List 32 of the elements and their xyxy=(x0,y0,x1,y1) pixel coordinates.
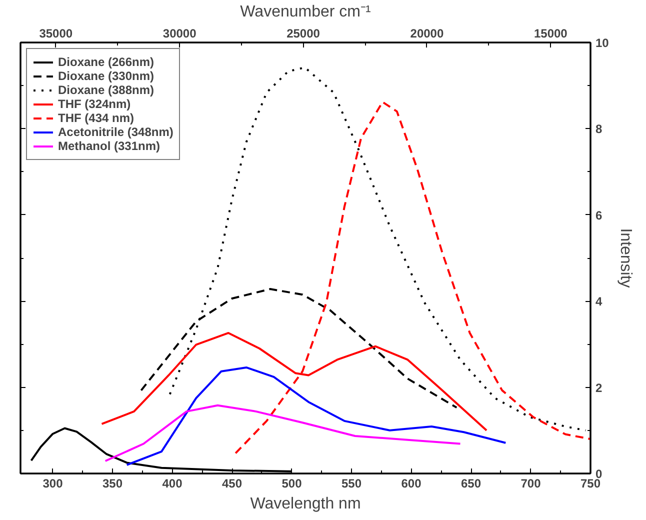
legend-label: Dioxane (330nm) xyxy=(58,69,154,83)
y-axis-title: Intensity xyxy=(616,228,634,288)
x2-tick-label: 35000 xyxy=(39,26,73,40)
legend-label: THF (324nm) xyxy=(58,97,131,111)
x-axis-title: Wavelength nm xyxy=(250,496,361,512)
x-tick-label: 550 xyxy=(341,476,362,490)
x-tick-label: 600 xyxy=(401,476,422,490)
legend-label: Dioxane (266nm) xyxy=(58,55,154,69)
line-series xyxy=(126,366,507,466)
x-tick-label: 450 xyxy=(222,476,242,490)
legend-label: THF (434 nm) xyxy=(58,111,134,125)
x2-tick-label: 15000 xyxy=(534,26,568,40)
x-tick-label: 750 xyxy=(580,476,601,490)
y-tick-label: 8 xyxy=(596,122,602,136)
line-series xyxy=(104,404,462,462)
x-tick-label: 500 xyxy=(282,476,302,490)
legend-label: Acetonitrile (348nm) xyxy=(58,125,174,139)
y-tick-label: 4 xyxy=(596,294,602,309)
x-tick-label: 650 xyxy=(460,476,482,490)
x-tick-label: 350 xyxy=(102,476,123,490)
x2-tick-label: 20000 xyxy=(410,26,444,40)
y-tick-label: 6 xyxy=(596,208,602,222)
y-tick-label: 10 xyxy=(596,36,610,50)
x2-axis-title: Wavenumber cm⁻¹ xyxy=(240,4,371,20)
x2-tick-label: 30000 xyxy=(162,26,197,40)
x2-tick-label: 25000 xyxy=(286,26,320,40)
y-tick-label: 2 xyxy=(596,380,602,395)
x-tick-label: 400 xyxy=(162,476,183,490)
legend-label: Dioxane (388nm) xyxy=(58,83,154,97)
legend-label: Methanol (331nm) xyxy=(58,139,160,153)
x-tick-label: 700 xyxy=(520,476,542,490)
x-tick-label: 300 xyxy=(42,476,64,490)
